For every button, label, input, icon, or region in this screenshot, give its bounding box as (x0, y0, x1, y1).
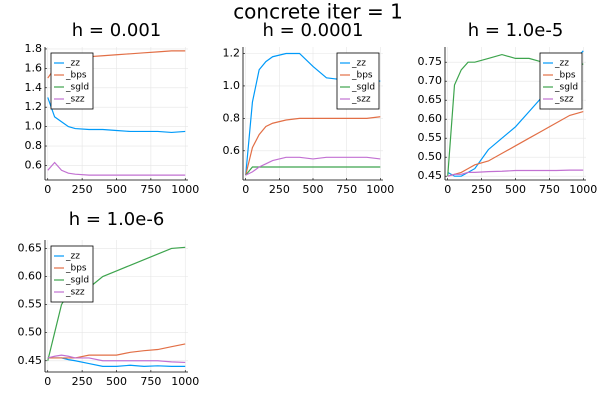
y-tick-label: 0.6 (223, 144, 241, 157)
y-tick-label: 1.4 (25, 81, 43, 94)
legend-label: _szz (65, 288, 85, 298)
legend-label: _zz (65, 59, 80, 69)
legend-label: _zz (65, 252, 80, 262)
y-tick-label: 0.65 (18, 241, 43, 254)
y-tick-label: 0.60 (18, 270, 43, 283)
y-tick-label: 0.45 (418, 169, 443, 182)
series-line (245, 156, 381, 176)
y-tick-label: 0.6 (25, 158, 43, 171)
series-line (447, 111, 584, 177)
x-tick-label: 500 (106, 183, 127, 196)
x-tick-label: 0 (44, 183, 51, 196)
subplot: h = 1.0e-6 0 250 500 750 1000 0.45 0.50 0.55 0.60… (18, 209, 200, 388)
x-tick-label: 250 (72, 183, 93, 196)
legend-label: _bps (554, 71, 576, 81)
series-line (47, 354, 186, 364)
series-line (47, 97, 186, 134)
subplot-title: h = 0.001 (72, 20, 161, 41)
x-tick-label: 750 (539, 183, 560, 196)
y-tick-label: 1.0 (223, 79, 241, 92)
y-tick-label: 1.2 (25, 100, 43, 113)
x-tick-label: 750 (140, 375, 161, 388)
y-tick-label: 0.55 (418, 131, 443, 144)
series-line (47, 161, 186, 176)
x-tick-label: 500 (106, 375, 127, 388)
legend-label: _sgld (351, 83, 375, 93)
figure-title: concrete iter = 1 (233, 0, 403, 24)
y-tick-label: 0.60 (418, 112, 443, 125)
legend-label: _zz (554, 59, 569, 69)
x-tick-label: 0 (242, 183, 249, 196)
x-tick-label: 1000 (171, 375, 199, 388)
series-line (47, 343, 186, 359)
legend-label: _zz (351, 59, 366, 69)
legend-label: _sgld (65, 276, 89, 286)
legend-box (539, 52, 583, 110)
y-tick-label: 0.8 (223, 111, 241, 124)
y-tick-label: 1.0 (25, 120, 43, 133)
y-tick-label: 0.50 (418, 150, 443, 163)
subplot: h = 1.0e-5 0 250 500 750 1000 0.45 0.50 0.55 0.60… (418, 20, 598, 196)
legend-label: _bps (65, 264, 87, 274)
legend-label: _szz (554, 95, 574, 105)
subplot-title: h = 1.0e-5 (468, 20, 564, 41)
subplot: h = 0.0001 0 250 500 750 1000 0.6 0.8 1.0 1.2 _zz _… (223, 20, 395, 196)
series-line (447, 169, 584, 177)
subplot-title: h = 1.0e-6 (69, 209, 165, 230)
x-tick-label: 500 (303, 183, 324, 196)
x-tick-label: 250 (471, 183, 492, 196)
x-tick-label: 500 (505, 183, 526, 196)
legend-box (50, 52, 94, 110)
y-tick-label: 0.50 (18, 326, 43, 339)
y-tick-label: 0.75 (418, 55, 443, 68)
y-tick-label: 0.65 (418, 93, 443, 106)
x-tick-label: 250 (72, 375, 93, 388)
y-tick-label: 1.6 (25, 61, 43, 74)
x-tick-label: 1000 (569, 183, 597, 196)
legend-box (336, 52, 380, 110)
legend-label: _szz (65, 95, 85, 105)
series-line (47, 246, 186, 361)
y-tick-label: 0.55 (18, 298, 43, 311)
x-tick-label: 750 (140, 183, 161, 196)
x-tick-label: 0 (444, 183, 451, 196)
x-tick-label: 250 (269, 183, 290, 196)
legend-label: _bps (65, 71, 87, 81)
legend-label: _bps (351, 71, 373, 81)
y-tick-label: 1.8 (25, 42, 43, 55)
series-line (245, 116, 381, 176)
subplot-title: h = 0.0001 (263, 20, 364, 41)
y-tick-label: 0.70 (418, 74, 443, 87)
x-tick-label: 1000 (171, 183, 199, 196)
legend-label: _sgld (554, 83, 578, 93)
subplot: h = 0.001 0 250 500 750 1000 0.6 0.8 1.0 1.2 1.4 1.… (25, 20, 200, 196)
x-tick-label: 1000 (366, 183, 394, 196)
legend-box (50, 245, 94, 303)
y-tick-label: 1.2 (223, 46, 241, 59)
y-tick-label: 0.8 (25, 139, 43, 152)
x-tick-label: 0 (44, 375, 51, 388)
legend-label: _sgld (65, 83, 89, 93)
x-tick-label: 750 (336, 183, 357, 196)
y-tick-label: 0.45 (18, 354, 43, 367)
legend-label: _szz (351, 95, 371, 105)
